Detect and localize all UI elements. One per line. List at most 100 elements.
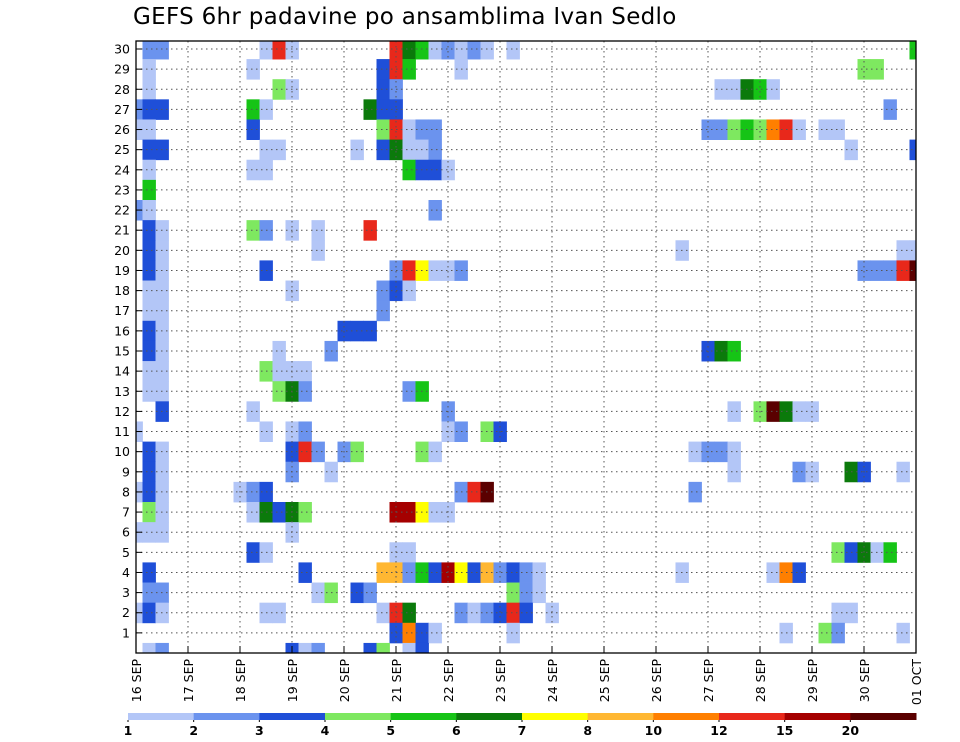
heatmap-cell (688, 481, 702, 503)
x-tick-label: 17 SEP (181, 659, 196, 703)
heatmap-cell (402, 502, 416, 523)
y-tick-label: 23 (114, 182, 130, 197)
heatmap-cell (506, 41, 520, 60)
heatmap-cell (298, 562, 312, 583)
colorbar-swatch (193, 713, 260, 720)
colorbar-label: 20 (842, 723, 860, 738)
colorbar-label: 10 (645, 723, 663, 738)
heatmap-cell (246, 159, 260, 181)
y-tick-label: 1 (122, 625, 130, 640)
colorbar: 1 2 3 4 5 6 7 8 10 12 15 20 (124, 713, 917, 738)
heatmap-cell (896, 622, 910, 644)
y-tick-label: 6 (122, 525, 130, 540)
heatmap-cell (428, 441, 442, 463)
y-tick-label: 16 (114, 323, 130, 338)
heatmap-cell (493, 602, 507, 624)
heatmap-cell (727, 401, 741, 422)
heatmap-cell (298, 381, 312, 402)
heatmap-cell (142, 381, 156, 402)
heatmap-cell (909, 260, 917, 281)
heatmap-cell (142, 582, 156, 604)
heatmap-cell (428, 502, 442, 523)
heatmap-cell (376, 300, 390, 322)
colorbar-swatch (259, 713, 326, 720)
heatmap-cell (441, 260, 455, 281)
heatmap-cell (415, 41, 429, 60)
y-tick-label: 12 (114, 404, 130, 419)
heatmap-cell (142, 502, 156, 523)
heatmap-cell (142, 139, 156, 161)
heatmap-cell (506, 622, 520, 644)
colorbar-label: 12 (710, 723, 727, 738)
y-tick-label: 29 (114, 62, 130, 77)
heatmap-cell (506, 602, 520, 624)
x-tick-label: 16 SEP (129, 659, 144, 703)
heatmap-cell (142, 361, 156, 382)
heatmap-cell (402, 542, 416, 563)
colorbar-swatch (522, 713, 589, 720)
heatmap-cell (727, 340, 741, 362)
heatmap-cell (142, 481, 156, 503)
heatmap-cell (766, 401, 780, 422)
heatmap-cell (272, 381, 286, 402)
y-tick-label: 7 (122, 505, 130, 520)
heatmap-cell (142, 522, 156, 543)
colorbar-swatch (653, 713, 720, 720)
heatmap-cell (441, 562, 455, 583)
heatmap-cell (415, 642, 429, 654)
heatmap-cell (402, 159, 416, 181)
heatmap-cell (428, 562, 442, 583)
heatmap-cell (896, 240, 910, 261)
x-tick-label: 18 SEP (233, 659, 248, 703)
x-tick-label: 22 SEP (441, 659, 456, 703)
x-tick-label: 01 OCT (909, 659, 924, 705)
chart-title: GEFS 6hr padavine po ansamblima Ivan Sed… (133, 4, 677, 30)
heatmap-cell (311, 441, 325, 463)
heatmap-cell (142, 240, 156, 261)
heatmap-cell (272, 41, 286, 60)
heatmap-cell (142, 179, 156, 201)
heatmap-cell (467, 562, 481, 583)
colorbar-swatch (850, 713, 917, 720)
heatmap-cell (896, 260, 910, 281)
heatmap-cell (428, 139, 442, 161)
y-tick-label: 11 (114, 424, 130, 439)
heatmap-cell (753, 119, 767, 140)
heatmap-cell (857, 59, 871, 80)
heatmap-cell (727, 79, 741, 100)
x-axis: 16 SEP 17 SEP 18 SEP 19 SEP 20 SEP 21 SEP 22 S… (129, 646, 924, 705)
cells-layer (136, 41, 917, 654)
heatmap-cell (142, 159, 156, 181)
heatmap-cell (142, 99, 156, 120)
heatmap-cell (142, 340, 156, 362)
x-tick-label: 20 SEP (337, 659, 352, 703)
heatmap-cell (818, 622, 832, 644)
heatmap-cell (428, 260, 442, 281)
x-tick-label: 19 SEP (285, 659, 300, 703)
colorbar-label: 6 (452, 723, 461, 738)
heatmap-cell (376, 139, 390, 161)
y-tick-label: 10 (114, 444, 130, 459)
heatmap-cell (467, 602, 481, 624)
heatmap-cell (376, 59, 390, 80)
colorbar-swatch (390, 713, 457, 720)
heatmap-cell (311, 220, 325, 241)
colorbar-label: 3 (255, 723, 264, 738)
heatmap-cell (363, 99, 377, 120)
heatmap-cell (428, 159, 442, 181)
heatmap-cell (506, 582, 520, 604)
heatmap-cell (402, 602, 416, 624)
heatmap-cell (688, 441, 702, 463)
heatmap-cell (402, 41, 416, 60)
heatmap-cell (883, 260, 897, 281)
heatmap-cell (883, 99, 897, 120)
y-axis: 1234567891011121314151617181920212223242… (114, 42, 142, 640)
y-tick-label: 8 (122, 484, 130, 499)
heatmap-cell (896, 461, 910, 483)
heatmap-cell (402, 562, 416, 583)
y-tick-label: 30 (114, 42, 130, 57)
heatmap-cell (376, 642, 390, 654)
heatmap-cell (142, 320, 156, 342)
heatmap-cell (792, 401, 806, 422)
